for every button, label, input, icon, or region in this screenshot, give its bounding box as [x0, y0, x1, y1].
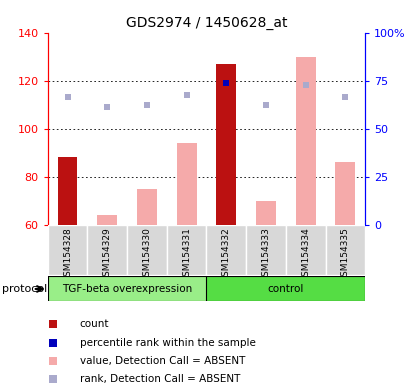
Bar: [48, 276, 207, 301]
Text: GSM154328: GSM154328: [63, 227, 72, 282]
Bar: [296, 56, 315, 225]
Bar: [167, 225, 207, 275]
Text: GSM154331: GSM154331: [182, 227, 191, 282]
Title: GDS2974 / 1450628_at: GDS2974 / 1450628_at: [126, 16, 287, 30]
Bar: [177, 143, 197, 225]
Text: count: count: [80, 319, 109, 329]
Bar: [88, 225, 127, 275]
Bar: [216, 64, 236, 225]
Text: GSM154332: GSM154332: [222, 227, 231, 282]
Text: GSM154329: GSM154329: [103, 227, 112, 282]
Bar: [58, 157, 78, 225]
Text: rank, Detection Call = ABSENT: rank, Detection Call = ABSENT: [80, 374, 240, 384]
Bar: [98, 215, 117, 225]
Text: control: control: [268, 284, 304, 294]
Text: GSM154335: GSM154335: [341, 227, 350, 282]
Text: percentile rank within the sample: percentile rank within the sample: [80, 338, 255, 348]
Bar: [335, 162, 355, 225]
Bar: [256, 201, 276, 225]
Bar: [207, 276, 365, 301]
Text: GSM154334: GSM154334: [301, 227, 310, 282]
Text: value, Detection Call = ABSENT: value, Detection Call = ABSENT: [80, 356, 245, 366]
Bar: [246, 225, 286, 275]
Bar: [325, 225, 365, 275]
Bar: [127, 225, 167, 275]
Text: GSM154330: GSM154330: [142, 227, 151, 282]
Bar: [137, 189, 157, 225]
Text: GSM154333: GSM154333: [261, 227, 271, 282]
Bar: [207, 225, 246, 275]
Text: protocol: protocol: [2, 284, 47, 294]
Text: TGF-beta overexpression: TGF-beta overexpression: [62, 284, 192, 294]
Bar: [48, 225, 88, 275]
Bar: [286, 225, 325, 275]
